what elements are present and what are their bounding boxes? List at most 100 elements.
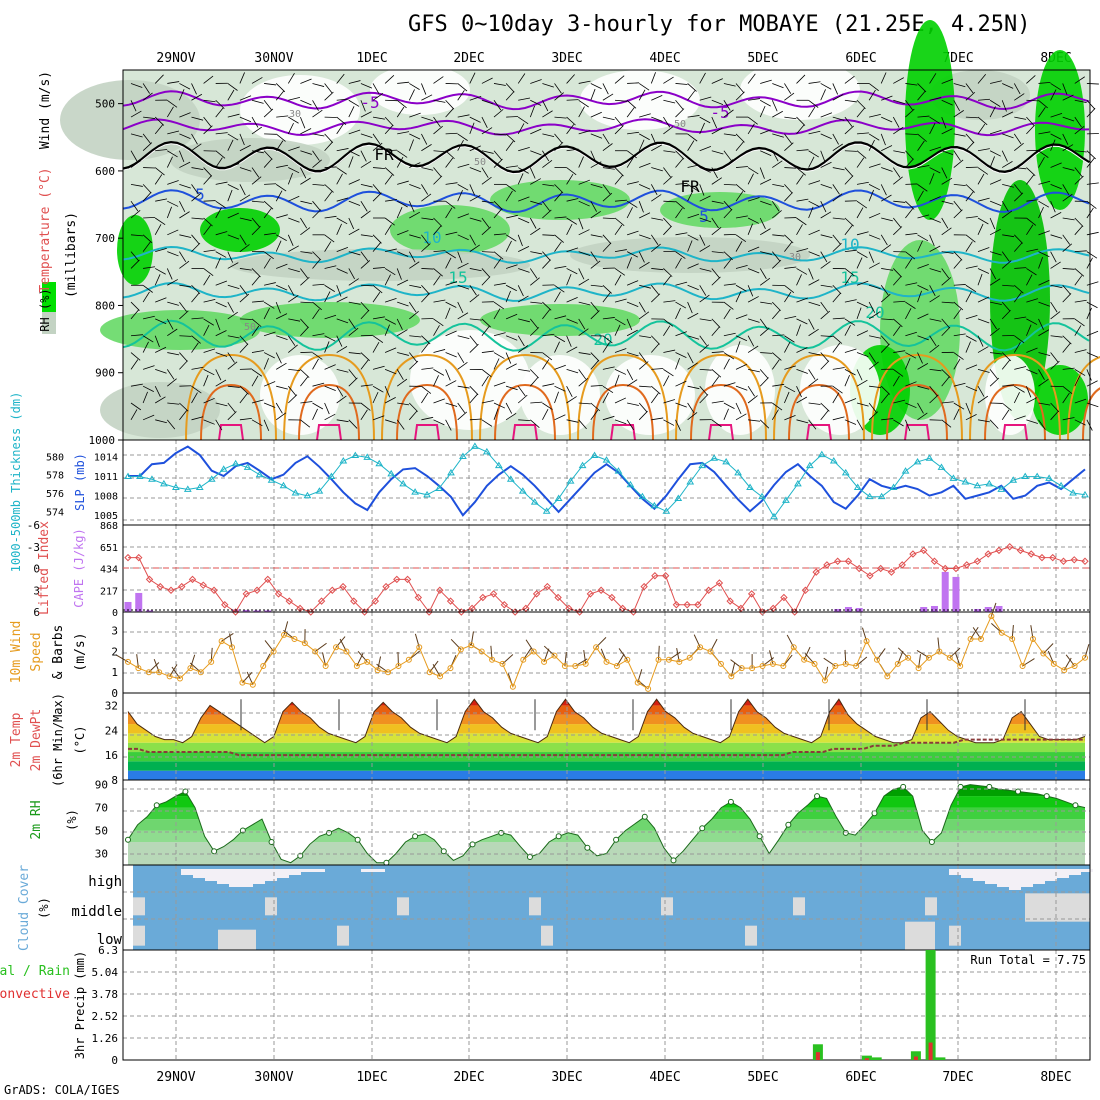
wind-barb <box>530 301 543 304</box>
wind-barb <box>771 359 780 370</box>
cape-bar <box>930 605 938 612</box>
thickness-marker <box>315 487 324 494</box>
wind-barb <box>264 83 277 86</box>
wind-barb <box>276 234 287 241</box>
wind-barb <box>723 332 736 337</box>
wind-barb <box>844 348 857 353</box>
wind-barb <box>650 133 657 146</box>
thickness-marker <box>207 475 216 482</box>
date-label-bottom: 1DEC <box>356 1070 387 1085</box>
wind-barb <box>276 385 288 390</box>
wind-barb <box>408 352 418 363</box>
wind-barb <box>372 335 384 343</box>
wind-barb <box>155 368 167 374</box>
wind-barb <box>1074 275 1083 286</box>
wind-barb <box>639 183 651 190</box>
wind-barb <box>530 99 542 106</box>
wind-barb <box>953 209 963 219</box>
wind-barb <box>530 401 543 404</box>
wind-barb <box>735 363 748 370</box>
wind-barb <box>433 318 444 327</box>
thickness-marker <box>805 461 814 469</box>
wind-barb <box>965 335 977 342</box>
wind-barb <box>1062 184 1070 195</box>
wind-barb <box>433 325 440 336</box>
wind-barb <box>530 178 541 185</box>
wind-barb <box>989 419 999 429</box>
wind-barb <box>506 165 519 168</box>
wind-barb <box>227 411 237 421</box>
wind-10m-marker <box>873 656 880 663</box>
wind-barb <box>747 223 753 235</box>
wind-barb <box>324 141 333 151</box>
wind-barb <box>614 174 624 185</box>
wind-barb <box>796 274 802 286</box>
wind-barb <box>397 180 409 185</box>
wind-barb <box>989 228 1001 236</box>
wind-barb <box>1062 234 1071 245</box>
wind-barb <box>699 245 711 252</box>
wind-barb <box>893 77 904 84</box>
wind-barb <box>832 392 840 404</box>
ylabel-wind10m-c: & Barbs <box>51 625 66 680</box>
wind-barb <box>856 307 862 320</box>
wind-barb <box>905 419 911 432</box>
wind-barb <box>735 341 741 353</box>
wind-barb <box>772 110 783 118</box>
lifted-marker <box>167 586 175 594</box>
thickness-marker <box>435 484 443 491</box>
thickness-marker <box>136 472 144 480</box>
wind-barb <box>397 251 409 257</box>
wind-barb <box>784 391 790 404</box>
wind-barb <box>251 375 259 387</box>
wind-barb <box>1001 301 1011 312</box>
date-label-bottom: 6DEC <box>845 1070 876 1085</box>
wind-barb <box>651 194 662 202</box>
wind-barb <box>832 284 842 295</box>
y-tick-right: 1014 <box>94 452 118 463</box>
wind-barb <box>868 184 880 191</box>
wind-barb <box>566 173 574 185</box>
wind-barb <box>288 146 300 152</box>
wind-barb <box>747 395 758 404</box>
wind-barb <box>130 402 142 411</box>
wind-barb <box>893 318 903 328</box>
wind-barb <box>251 399 264 404</box>
wind-barb <box>384 318 396 325</box>
wind-barb <box>929 394 939 404</box>
wind-barb <box>397 230 409 236</box>
wind-barb <box>409 360 419 370</box>
wind-barb <box>542 333 555 337</box>
wind-barb <box>953 200 962 211</box>
wind-barb <box>748 147 760 152</box>
lifted-marker <box>661 572 670 580</box>
wind-barb <box>263 200 274 210</box>
wind-barb <box>130 259 140 269</box>
wind-barb <box>554 184 564 194</box>
wind-barb <box>711 369 722 378</box>
wind-barb <box>397 81 410 84</box>
wind-barb <box>917 402 924 414</box>
wind-barb <box>215 369 222 381</box>
thickness-marker <box>363 453 372 460</box>
wind-barb <box>893 150 906 154</box>
wind-barb <box>469 145 481 152</box>
isotherm-10 <box>122 245 1090 264</box>
wind-barb <box>554 141 564 152</box>
wind-barb <box>409 162 421 168</box>
wind-10m-marker <box>894 660 901 667</box>
thickness-marker <box>530 498 539 505</box>
cloud-high <box>373 869 385 872</box>
wind-barb <box>602 167 615 170</box>
wind-barb <box>929 146 942 152</box>
wind-barb <box>747 197 760 202</box>
wind-barb <box>409 112 421 118</box>
thickness-marker <box>794 479 802 487</box>
wind-barb <box>1001 260 1012 269</box>
isotherm-15 <box>122 281 1090 302</box>
wind-barb <box>372 184 382 194</box>
wind-10m-marker <box>717 660 724 667</box>
wind-barb <box>481 369 492 378</box>
y-tick-left: -3 <box>27 541 40 554</box>
